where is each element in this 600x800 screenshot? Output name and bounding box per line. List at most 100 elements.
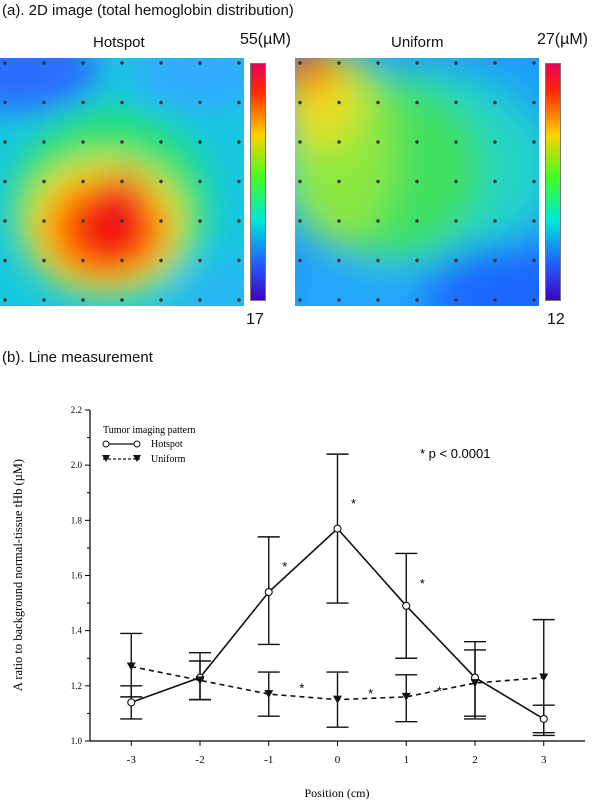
hotspot-grid-dot <box>3 219 7 223</box>
panel-a-heading: (a). 2D image (total hemoglobin distribu… <box>2 2 294 19</box>
uniform-map-title: Uniform <box>391 34 444 51</box>
hotspot-heatmap <box>0 58 244 306</box>
legend-marker-uniform-left <box>102 455 110 462</box>
data-point-hotspot <box>127 698 136 707</box>
x-tick-label: 0 <box>335 754 341 766</box>
hotspot-grid-dot <box>237 258 241 263</box>
legend: Tumor imaging pattern Hotspot Uniform <box>102 425 195 465</box>
uniform-grid-dot <box>493 100 497 105</box>
hotspot-grid-dot <box>3 100 7 105</box>
uniform-grid-dot <box>493 258 497 263</box>
uniform-grid-dot <box>493 61 497 65</box>
significance-star: * <box>299 681 304 696</box>
x-tick-label: 3 <box>541 754 547 766</box>
hotspot-grid-dot <box>42 179 46 184</box>
uniform-grid-dot <box>415 140 419 144</box>
uniform-grid-dot <box>337 298 341 302</box>
uniform-grid-dot <box>337 179 341 184</box>
hotspot-grid-dot <box>81 179 85 184</box>
uniform-grid-dot <box>376 61 380 65</box>
hotspot-grid-dot <box>3 258 7 263</box>
hotspot-grid-dot <box>237 298 241 302</box>
uniform-grid-dot <box>337 219 341 223</box>
uniform-grid-dot <box>493 298 497 302</box>
uniform-grid-dot <box>415 219 419 223</box>
hotspot-grid-dot <box>237 219 241 223</box>
uniform-colorbar <box>545 63 561 301</box>
uniform-grid-dot <box>415 100 419 105</box>
significance-star: * <box>437 683 442 698</box>
y-tick-label: 2.2 <box>71 405 82 415</box>
hotspot-grid-dot <box>237 140 241 144</box>
uniform-scale-max: 27(µM) <box>537 31 588 48</box>
hotspot-grid-dot <box>42 258 46 263</box>
hotspot-grid-dot <box>42 298 46 302</box>
uniform-grid-dot <box>298 298 302 302</box>
uniform-grid-dot <box>376 140 380 144</box>
hotspot-grid-dot <box>120 179 124 184</box>
uniform-grid-dot <box>298 140 302 144</box>
uniform-heatmap <box>295 58 539 306</box>
uniform-grid-dot <box>337 140 341 144</box>
uniform-grid-dot <box>337 100 341 105</box>
hotspot-grid-dot <box>159 179 163 184</box>
uniform-grid-dot <box>532 219 536 223</box>
hotspot-grid-dot <box>159 219 163 223</box>
uniform-grid-dot <box>415 179 419 184</box>
y-tick-label: 1.2 <box>71 681 82 691</box>
hotspot-grid-dot <box>237 100 241 105</box>
hotspot-grid-dot <box>237 179 241 184</box>
data-point-hotspot <box>539 714 548 723</box>
uniform-grid-dot <box>454 219 458 223</box>
data-point-uniform <box>470 679 480 688</box>
x-tick-label: 2 <box>472 754 478 766</box>
hotspot-grid-dot <box>3 140 7 144</box>
legend-marker-hotspot-left <box>102 440 110 448</box>
hotspot-grid-dot <box>120 258 124 263</box>
line-chart: 1.0 1.2 1.4 1.6 1.8 2.0 2.2 -3 -2 -1 0 1 2 3 Positio… <box>11 405 585 800</box>
legend-marker-uniform-right <box>133 455 141 462</box>
hotspot-colorbar <box>250 63 266 301</box>
uniform-grid-dot <box>493 140 497 144</box>
uniform-grid-dot <box>454 61 458 65</box>
hotspot-grid-dot <box>159 140 163 144</box>
uniform-grid-dot <box>532 298 536 302</box>
hotspot-grid-dot <box>81 258 85 263</box>
legend-label-hotspot: Hotspot <box>151 439 183 450</box>
data-point-hotspot <box>402 601 411 610</box>
uniform-grid-dot <box>298 258 302 263</box>
hotspot-map-title: Hotspot <box>93 34 145 51</box>
uniform-grid-dot <box>415 61 419 65</box>
significance-annotation: * p < 0.0001 <box>420 446 490 461</box>
hotspot-grid-dot <box>159 100 163 105</box>
x-tick-label: 1 <box>404 754 410 766</box>
uniform-grid-dot <box>376 100 380 105</box>
x-tick-label: -3 <box>127 754 137 766</box>
hotspot-grid-dot <box>3 298 7 302</box>
data-point-uniform <box>195 676 205 685</box>
hotspot-grid-dot <box>81 100 85 105</box>
hotspot-grid-dot <box>198 179 202 184</box>
uniform-scale-min: 12 <box>547 311 565 328</box>
hotspot-grid-dot <box>159 258 163 263</box>
data-point-uniform <box>401 692 411 701</box>
data-point-uniform <box>126 662 136 671</box>
hotspot-grid-dot <box>81 219 85 223</box>
uniform-grid-dot <box>298 179 302 184</box>
significance-star: * <box>420 576 425 591</box>
uniform-grid-dot <box>532 140 536 144</box>
hotspot-grid-dot <box>120 219 124 223</box>
hotspot-grid-dot <box>159 61 163 65</box>
hotspot-grid-dot <box>42 219 46 223</box>
hotspot-grid-dot <box>42 61 46 65</box>
uniform-grid-dot <box>298 61 302 65</box>
hotspot-grid-dot <box>81 140 85 144</box>
y-tick-label: 1.4 <box>71 626 83 636</box>
y-tick-label: 1.8 <box>71 515 83 525</box>
uniform-grid-dot <box>337 61 341 65</box>
hotspot-scale-min: 17 <box>246 311 264 328</box>
hotspot-grid-dot <box>81 298 85 302</box>
uniform-grid-dot <box>376 298 380 302</box>
hotspot-grid-dot <box>198 258 202 263</box>
y-axis-label: A ratio to background normal-tissue tHb … <box>11 459 25 691</box>
